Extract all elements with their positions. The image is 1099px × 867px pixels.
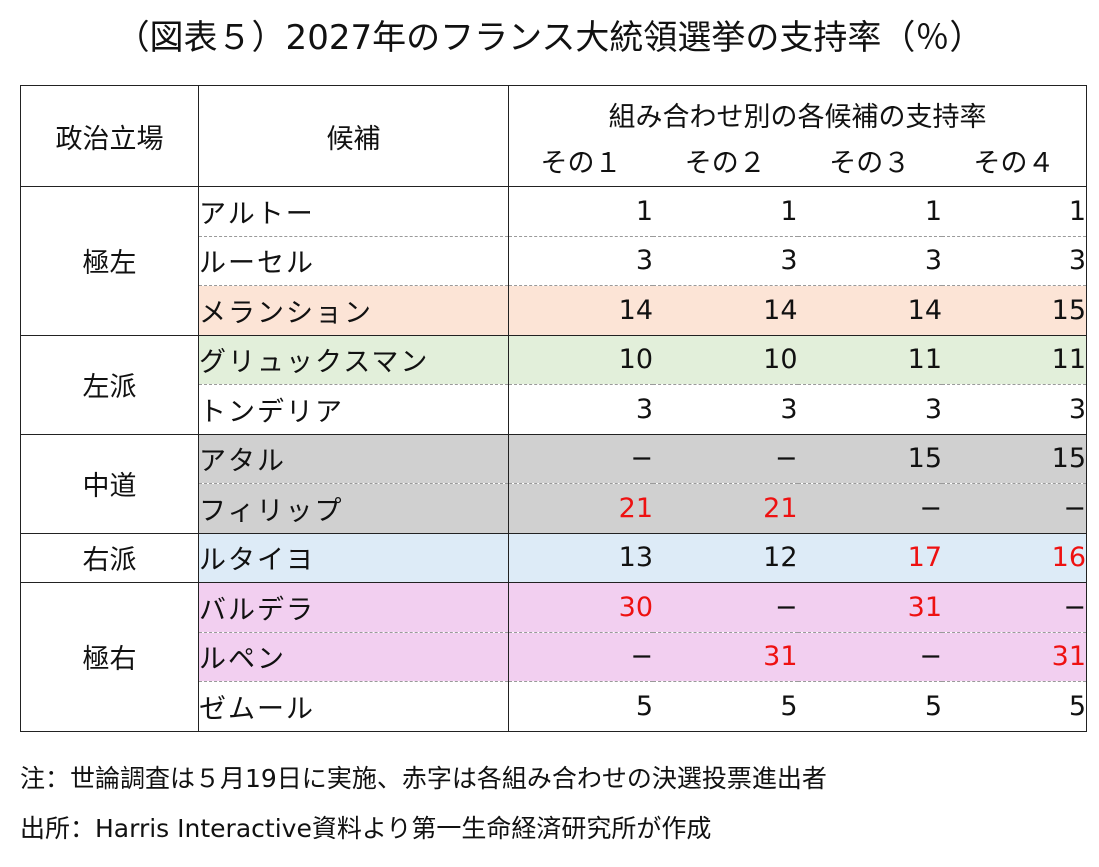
note-survey: 注：世論調査は５月19日に実施、赤字は各組み合わせの決選投票進出者 bbox=[20, 764, 827, 793]
value-cell: 31 bbox=[942, 632, 1087, 682]
value-cell: 3 bbox=[653, 384, 798, 435]
value-cell: 31 bbox=[653, 632, 798, 682]
candidate-cell: バルデラ bbox=[198, 582, 509, 633]
table-row: フィリップ 21 21− − bbox=[21, 483, 1087, 534]
value-cell: 3 bbox=[942, 236, 1087, 286]
value-cell: 13 bbox=[508, 533, 653, 583]
candidate-cell: メランション bbox=[198, 285, 509, 336]
value-cell: 14 bbox=[653, 285, 798, 336]
value-cell: 15 bbox=[942, 434, 1087, 484]
value-cell: 1 bbox=[508, 186, 653, 237]
table-row: ゼムール 5 5 5 5 bbox=[21, 681, 1087, 732]
value-cell: − bbox=[797, 483, 942, 534]
value-cell: 3 bbox=[797, 236, 942, 286]
value-cell: − bbox=[942, 483, 1087, 534]
value-cell: − bbox=[508, 434, 653, 484]
value-cell: 3 bbox=[797, 384, 942, 435]
value-cell: 30 bbox=[508, 582, 653, 633]
table-body: 極左 アルトー 1 1 1 1 ルーセル 3 3 3 3 メランション 14 14 14 15 左派 グリュックス… bbox=[20, 186, 1087, 732]
header-combo-3: その３ bbox=[797, 134, 942, 187]
value-cell: − bbox=[653, 434, 798, 484]
candidate-cell: フィリップ bbox=[198, 483, 509, 534]
candidate-cell: ルタイヨ bbox=[198, 533, 509, 583]
value-cell: 31 bbox=[797, 582, 942, 633]
header-position: 政治立場 bbox=[20, 85, 199, 187]
table-row: トンデリア 3 3 3 3 bbox=[21, 384, 1087, 435]
table-row: 中道 アタル − −15 15 bbox=[20, 433, 1087, 534]
candidate-cell: ルーセル bbox=[198, 236, 509, 286]
value-cell: 3 bbox=[508, 384, 653, 435]
header-combo-1: その１ bbox=[508, 134, 653, 187]
table-row: 極左 アルトー 1 1 1 1 bbox=[20, 186, 1087, 336]
value-cell: 5 bbox=[653, 681, 798, 732]
value-cell: 15 bbox=[797, 434, 942, 484]
value-cell: 16 bbox=[942, 533, 1087, 583]
value-cell: − bbox=[653, 582, 798, 633]
table-row: 極右 バルデラ 30−31− bbox=[20, 582, 1087, 732]
value-cell: 15 bbox=[942, 285, 1087, 336]
table-row: 左派 グリュックスマン 10 10 11 11 bbox=[20, 334, 1087, 435]
value-cell: 5 bbox=[508, 681, 653, 732]
value-cell: − bbox=[508, 632, 653, 682]
candidate-cell: ゼムール bbox=[198, 681, 509, 732]
value-cell: 17 bbox=[797, 533, 942, 583]
position-cell: 右派 bbox=[20, 532, 199, 583]
value-cell: 14 bbox=[508, 285, 653, 336]
value-cell: 21 bbox=[508, 483, 653, 534]
support-rate-table: 政治立場 候補 組み合わせ別の各候補の支持率 その１ その２ その３ その４ 極… bbox=[20, 85, 1087, 732]
candidate-cell: アタル bbox=[198, 434, 509, 484]
position-cell: 極右 bbox=[20, 582, 199, 732]
candidate-cell: グリュックスマン bbox=[198, 335, 509, 385]
header-combo-2: その２ bbox=[653, 134, 798, 187]
value-cell: 21 bbox=[653, 483, 798, 534]
value-cell: 3 bbox=[508, 236, 653, 286]
value-cell: 5 bbox=[942, 681, 1087, 732]
value-cell: 1 bbox=[942, 186, 1087, 237]
value-cell: 11 bbox=[797, 335, 942, 385]
value-cell: 12 bbox=[653, 533, 798, 583]
position-cell: 中道 bbox=[20, 433, 199, 534]
candidate-cell: ルペン bbox=[198, 632, 509, 682]
value-cell: 14 bbox=[797, 285, 942, 336]
candidate-cell: アルトー bbox=[198, 186, 509, 237]
value-cell: 3 bbox=[942, 384, 1087, 435]
position-cell: 左派 bbox=[20, 334, 199, 435]
notes: 注：世論調査は５月19日に実施、赤字は各組み合わせの決選投票進出者 出所：Har… bbox=[20, 754, 827, 854]
value-cell: 10 bbox=[653, 335, 798, 385]
chart-title: （図表５）2027年のフランス大統領選挙の支持率（％） bbox=[115, 18, 984, 58]
header-candidate: 候補 bbox=[198, 85, 509, 187]
table-row: ルペン −31−31 bbox=[21, 632, 1087, 682]
value-cell: 10 bbox=[508, 335, 653, 385]
value-cell: 1 bbox=[653, 186, 798, 237]
position-cell: 極左 bbox=[20, 186, 199, 336]
value-cell: 5 bbox=[797, 681, 942, 732]
value-cell: − bbox=[942, 582, 1087, 633]
value-cell: 11 bbox=[942, 335, 1087, 385]
header-group: 組み合わせ別の各候補の支持率 bbox=[508, 85, 1087, 134]
table-row: ルーセル 3 3 3 3 bbox=[21, 236, 1087, 286]
candidate-cell: トンデリア bbox=[198, 384, 509, 435]
table-row: 右派 ルタイヨ 13 12 17 16 bbox=[20, 532, 1087, 583]
value-cell: 3 bbox=[653, 236, 798, 286]
value-cell: − bbox=[797, 632, 942, 682]
note-source: 出所：Harris Interactive資料より第一生命経済研究所が作成 bbox=[20, 814, 712, 843]
header-combo-4: その４ bbox=[942, 134, 1087, 187]
value-cell: 1 bbox=[797, 186, 942, 237]
table-row: メランション 14 14 14 15 bbox=[21, 285, 1087, 336]
